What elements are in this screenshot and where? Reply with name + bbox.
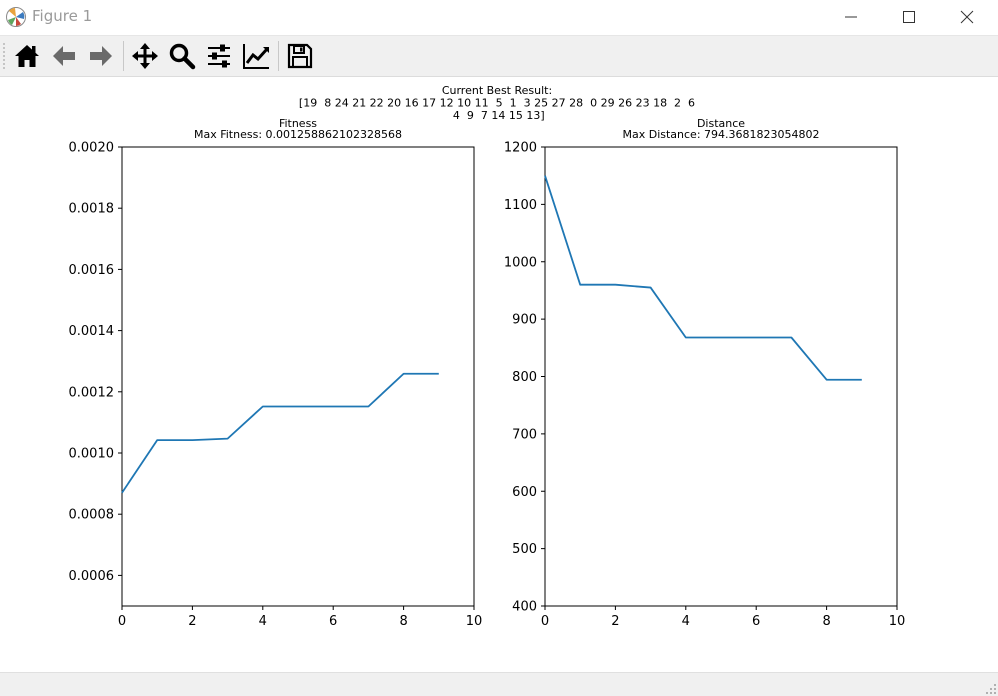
y-tick-label: 0.0020 [69,141,115,156]
y-tick-label: 0.0018 [69,202,115,217]
x-tick-label: 0 [118,614,126,629]
size-grip-icon[interactable] [986,684,996,694]
axes-title: Fitness [279,117,317,130]
close-icon [960,10,974,24]
magnifier-icon [169,43,196,70]
x-tick-label: 8 [822,614,830,629]
x-tick-label: 6 [752,614,760,629]
navigation-toolbar [0,36,998,77]
y-tick-label: 0.0010 [69,447,115,462]
zoom-button[interactable] [165,38,199,74]
floppy-disk-icon [287,43,313,69]
y-tick-label: 0.0008 [69,508,115,523]
axes-subtitle: Max Fitness: 0.001258862102328568 [194,128,402,141]
y-tick-label: 800 [512,370,537,385]
y-tick-label: 0.0006 [69,569,115,584]
configure-subplots-button[interactable] [202,38,236,74]
x-tick-label: 8 [399,614,407,629]
line-chart-icon [243,44,269,69]
home-button[interactable] [10,38,44,74]
axes-frame [544,146,898,607]
y-tick-label: 900 [512,313,537,328]
figure-suptitle: Current Best Result: [19 8 24 21 22 20 1… [299,84,695,122]
forward-button[interactable] [84,38,118,74]
x-tick-label: 6 [329,614,337,629]
toolbar-separator [278,41,279,71]
move-icon [132,43,158,69]
x-tick-label: 0 [541,614,549,629]
minimize-icon [845,16,857,18]
y-tick-label: 1200 [504,141,537,156]
axes-title: Distance [697,117,745,130]
x-tick-label: 2 [611,614,619,629]
y-tick-label: 400 [512,600,537,615]
close-button[interactable] [938,0,996,33]
back-button[interactable] [47,38,81,74]
suptitle-line: [19 8 24 21 22 20 16 17 12 10 11 5 1 3 2… [299,97,695,110]
arrow-right-icon [90,46,112,66]
y-tick-label: 700 [512,427,537,442]
minimize-button[interactable] [822,0,880,33]
window-titlebar: Figure 1 [0,0,998,36]
x-tick-label: 10 [889,614,906,629]
suptitle-line: Current Best Result: [442,84,552,97]
y-tick-label: 0.0012 [69,385,115,400]
y-tick-label: 600 [512,485,537,500]
y-tick-label: 1100 [504,198,537,213]
y-tick-label: 500 [512,542,537,557]
maximize-icon [903,11,915,23]
window-title: Figure 1 [32,7,93,25]
suptitle-line: 4 9 7 14 15 13] [449,109,544,122]
home-icon [15,45,39,67]
x-tick-label: 4 [682,614,690,629]
series-line [544,175,862,381]
figure-canvas[interactable]: Current Best Result: [19 8 24 21 22 20 1… [0,77,998,672]
sliders-icon [208,44,230,68]
pan-button[interactable] [128,38,162,74]
edit-axis-button[interactable] [239,38,273,74]
x-tick-label: 4 [259,614,267,629]
x-tick-label: 10 [466,614,483,629]
status-bar [0,672,998,696]
series-line [121,372,439,494]
toolbar-separator [123,41,124,71]
x-tick-label: 2 [188,614,196,629]
y-tick-label: 0.0014 [69,324,115,339]
axes-frame [121,146,475,607]
figure-svg: Current Best Result: [19 8 24 21 22 20 1… [69,84,906,629]
arrow-left-icon [53,46,75,66]
y-tick-label: 0.0016 [69,263,115,278]
toolbar-grip[interactable] [3,42,5,70]
maximize-button[interactable] [880,0,938,33]
matplotlib-app-icon [5,6,27,28]
y-tick-label: 1000 [504,255,537,270]
axes-subtitle: Max Distance: 794.3681823054802 [622,128,819,141]
save-button[interactable] [283,38,317,74]
